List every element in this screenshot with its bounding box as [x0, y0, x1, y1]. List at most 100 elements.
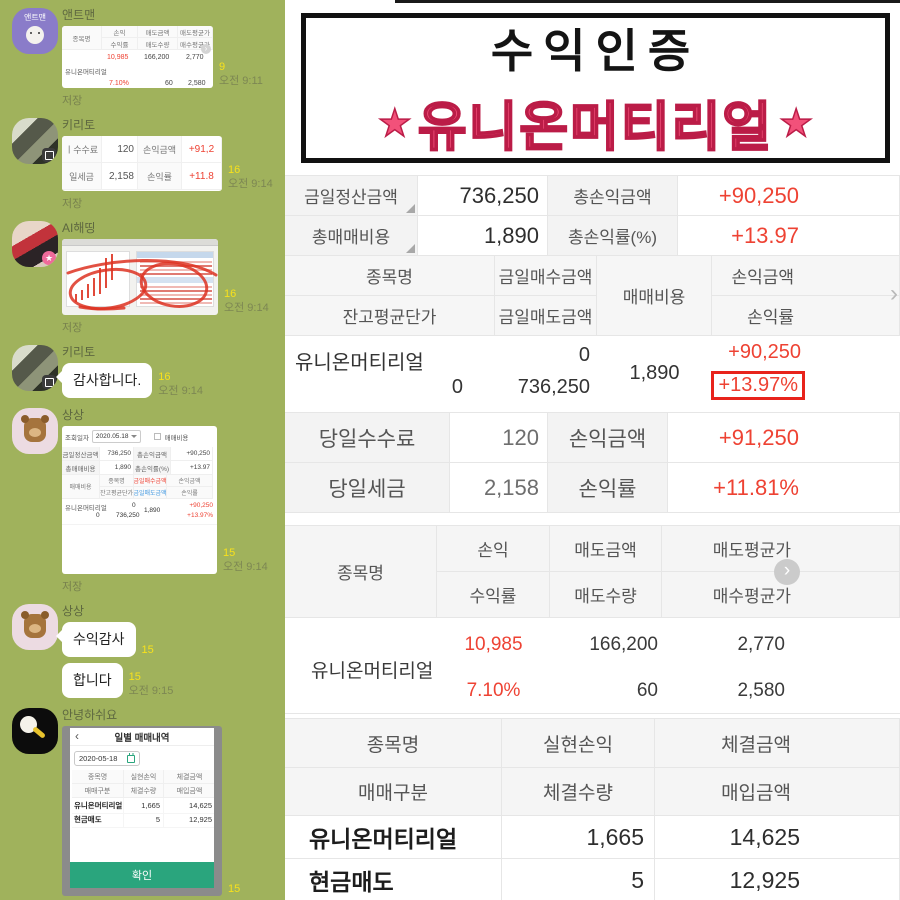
table-value: 1,890: [418, 216, 548, 256]
shared-image-phone-screenshot[interactable]: ‹ 일별 매매내역 2020-05-18 종목명 실현손익 체결금액 매매구분: [62, 726, 222, 896]
execution-amount: 14,625: [655, 816, 900, 859]
chevron-right-icon[interactable]: ›: [890, 280, 898, 307]
unread-count: 16: [158, 371, 171, 383]
chevron-circle-icon[interactable]: ›: [774, 559, 800, 585]
chat-bubble: 수익감사: [56, 622, 136, 657]
sell-detail-table-header: 종목명 손익 매도금액 매도평균가 수익률 매도수량 매수평균가 ›: [285, 525, 900, 618]
chat-message-1: 앤트맨 앤트맨 종목명 손익 매도금액 매도평균가 수익률 매도수량 매수평균가: [0, 8, 285, 108]
confirm-button[interactable]: 확인: [70, 862, 214, 888]
avatar-annyeong[interactable]: [12, 708, 58, 754]
table-label: 손익률: [548, 463, 668, 513]
table-label: 총손익률(%): [548, 216, 678, 256]
col-header: 손익률: [712, 296, 900, 336]
col-header: 수익률: [437, 572, 550, 618]
save-button[interactable]: 저장: [62, 198, 83, 210]
save-button[interactable]: 저장: [62, 95, 83, 107]
red-pen-annotation: [66, 258, 218, 311]
timestamp: 오전 9:11: [219, 75, 263, 87]
avatar-text: 앤트맨: [23, 13, 47, 22]
cropped-edge-line: [395, 0, 900, 3]
stock-name: 유니온머티리얼: [295, 352, 424, 374]
message-meta: 15: [228, 882, 240, 896]
avatar-ai-haetting[interactable]: ★: [12, 221, 58, 267]
sender-name: 키리토: [62, 118, 96, 132]
star-icon: ★: [377, 102, 413, 146]
chat-message-5: 상상 조회일자 2020.05.18 매매비용 금일정산금액 736,250 총…: [0, 408, 285, 594]
unread-count: 9: [219, 61, 226, 73]
table-value: 736,250: [418, 176, 548, 216]
shared-image-summary-screenshot[interactable]: 조회일자 2020.05.18 매매비용 금일정산금액 736,250 총손익금…: [62, 426, 217, 574]
avatar-sangsang[interactable]: [12, 408, 58, 454]
table-value: +11.81%: [668, 463, 900, 513]
unread-count: 16: [228, 164, 241, 176]
kakao-chat-panel: 앤트맨 앤트맨 종목명 손익 매도금액 매도평균가 수익률 매도수량 매수평균가: [0, 0, 285, 900]
table-value: +13.97: [678, 216, 900, 256]
save-button[interactable]: 저장: [62, 322, 83, 334]
col-header: 실현손익: [502, 719, 655, 768]
shared-image-sell-table[interactable]: 종목명 손익 매도금액 매도평균가 수익률 매도수량 매수평균가 유니온머티리얼…: [62, 26, 213, 88]
sender-name: 앤트맨: [62, 8, 96, 22]
col-header: 잔고평균단가: [285, 296, 495, 336]
title-box: 수익인증 ★ 유니온머티리얼 ★: [301, 13, 890, 163]
stock-name: 유니온머티리얼: [311, 661, 434, 682]
sell-detail-row: 유니온머티리얼 10,985 7.10% 166,200 60 2,770 2,…: [285, 618, 900, 714]
star-badge-icon: ★: [42, 251, 56, 265]
col-header: 금일매수금액: [495, 256, 597, 296]
unread-count: 15: [141, 644, 154, 656]
table-label: 총매매비용: [285, 216, 418, 256]
hts-chart: [66, 251, 130, 307]
avatar-kirito[interactable]: [12, 118, 58, 164]
profit-rate: 7.10%: [466, 680, 521, 701]
profit: 10,985: [464, 634, 523, 655]
mini-header: 종목명: [62, 26, 102, 50]
caret-down-icon: [131, 435, 138, 441]
avatar-sangsang[interactable]: [12, 604, 58, 650]
chat-bubble: 감사합니다.: [56, 363, 153, 398]
page-title: 수익인증: [490, 25, 701, 77]
shared-image-fee-table[interactable]: ㅣ수수료 120 손익금액 +91,2 일세금 2,158 손익률 +11.8: [62, 136, 222, 191]
bear-icon: [21, 611, 46, 638]
bubble-tail: [56, 370, 63, 384]
unread-count: 16: [224, 288, 237, 300]
profit-rate-highlighted: +13.97%: [711, 371, 805, 400]
sell-amount: 166,200: [589, 634, 658, 655]
col-header: 매매구분: [285, 768, 502, 816]
col-header: 체결수량: [502, 768, 655, 816]
phone-date-picker[interactable]: 2020-05-18: [74, 751, 140, 766]
calendar-icon: [127, 752, 135, 763]
chat-message-4: 키리토 감사합니다. 16 오전 9:14: [0, 345, 285, 398]
buy-amount: 0: [578, 344, 590, 366]
chat-message-7: 안녕하쉬요 ‹ 일별 매매내역 2020-05-18 종목명: [0, 708, 285, 900]
table-label: 손익금액: [548, 413, 668, 463]
sender-name: AI해띵: [62, 221, 96, 235]
col-header: 손익금액: [712, 256, 900, 296]
unread-count: 15: [228, 883, 241, 895]
settlement-summary-table: 금일정산금액 736,250 총손익금액 +90,250 총매매비용 1,890…: [285, 175, 900, 256]
table-label: 총손익금액: [548, 176, 678, 216]
timestamp: 오전 9:14: [228, 178, 273, 190]
sender-name: 키리토: [62, 345, 96, 359]
timestamp: 오전 9:15: [128, 685, 174, 697]
date-dropdown[interactable]: 2020.05.18: [91, 430, 142, 443]
avatar-kirito[interactable]: [12, 345, 58, 391]
stock-title: 유니온머티리얼: [417, 97, 774, 158]
profile-badge-icon: [42, 148, 56, 162]
table-label: 당일수수료: [285, 413, 450, 463]
message-meta: 9 오전 9:11: [219, 60, 263, 88]
trade-type: 현금매도: [285, 859, 502, 900]
save-button[interactable]: 저장: [62, 581, 83, 593]
shared-image-hts-screenshot[interactable]: [62, 239, 218, 315]
hts-toolbar: [62, 239, 218, 246]
sender-name: 안녕하쉬요: [62, 708, 118, 722]
sender-name: 상상: [62, 408, 85, 422]
star-icon: ★: [778, 102, 814, 146]
col-header: 매도수량: [550, 572, 662, 618]
fee: 1,890: [629, 362, 680, 384]
back-arrow-icon[interactable]: ‹: [75, 729, 79, 743]
bear-icon: [21, 415, 46, 442]
chat-bubble: 합니다: [62, 663, 123, 698]
checkbox[interactable]: [154, 433, 162, 440]
avatar-antman[interactable]: 앤트맨: [12, 8, 58, 54]
sell-avg-price: 2,770: [737, 634, 785, 655]
avg-price: 0: [451, 376, 463, 398]
